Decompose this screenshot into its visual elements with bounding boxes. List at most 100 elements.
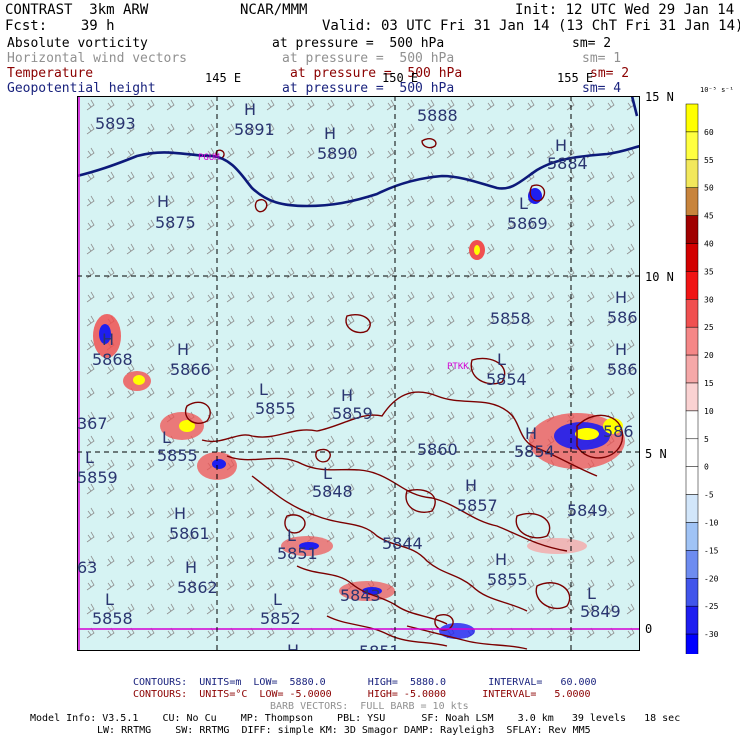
- wind-barb: [486, 195, 495, 207]
- wind-barb: [626, 555, 635, 567]
- wind-barb: [466, 291, 475, 303]
- colorbar-tick-label: 60: [704, 128, 714, 137]
- wind-barb: [226, 171, 235, 183]
- wind-barb: [166, 99, 175, 111]
- wind-barb: [106, 99, 115, 111]
- wind-barb: [446, 291, 455, 303]
- height-value-label: 63: [77, 558, 97, 577]
- wind-barb: [306, 315, 315, 327]
- wind-barb: [386, 171, 395, 183]
- lon-label-145: 145 E: [205, 71, 242, 85]
- wind-barb: [466, 459, 475, 471]
- wind-barb: [126, 243, 135, 255]
- wind-barb: [626, 123, 635, 135]
- wind-barb: [606, 243, 615, 255]
- wind-barb: [466, 435, 475, 447]
- wind-barb: [286, 99, 295, 111]
- wind-barb: [146, 363, 155, 375]
- footer-model-physics: LW: RRTMG SW: RRTMG DIFF: simple KM: 3D …: [97, 725, 591, 736]
- wind-barb: [106, 555, 115, 567]
- wind-barb: [246, 195, 255, 207]
- wind-barb: [86, 411, 95, 423]
- wind-barb: [586, 267, 595, 279]
- wind-barb: [266, 123, 275, 135]
- colorbar-cell: [685, 410, 699, 440]
- field-sm-temperature: sm= 2: [590, 66, 630, 81]
- wind-barb: [206, 579, 215, 591]
- wind-barb: [266, 315, 275, 327]
- wind-barb: [366, 291, 375, 303]
- colorbar-cell: [685, 578, 699, 607]
- wind-barb: [266, 339, 275, 351]
- wind-barb: [446, 507, 455, 519]
- wind-barb: [486, 243, 495, 255]
- wind-barb: [506, 435, 515, 447]
- height-value-label: 5891: [234, 120, 275, 139]
- wind-barb: [526, 291, 535, 303]
- field-sm-height: sm= 4: [582, 81, 622, 96]
- wind-barb: [546, 339, 555, 351]
- wind-barb: [586, 579, 595, 591]
- wind-barb: [386, 507, 395, 519]
- wind-barb: [386, 363, 395, 375]
- wind-barb: [406, 555, 415, 567]
- wind-barb: [266, 219, 275, 231]
- wind-barb: [246, 339, 255, 351]
- wind-barb: [326, 507, 335, 519]
- wind-barb: [566, 555, 575, 567]
- wind-barb: [466, 411, 475, 423]
- wind-barb: [166, 339, 175, 351]
- wind-barb: [126, 507, 135, 519]
- wind-barb: [166, 171, 175, 183]
- wind-barb: [446, 219, 455, 231]
- lon-label-150: 150 E: [382, 71, 419, 85]
- wind-barb: [126, 267, 135, 279]
- wind-barb: [126, 147, 135, 159]
- wind-barb: [366, 243, 375, 255]
- wind-barb: [426, 411, 435, 423]
- wind-barb: [586, 363, 595, 375]
- wind-barb: [146, 483, 155, 495]
- wind-barb: [266, 507, 275, 519]
- wind-barb: [186, 579, 195, 591]
- wind-barb: [526, 339, 535, 351]
- wind-barb: [126, 195, 135, 207]
- wind-barb: [246, 171, 255, 183]
- field-level-wind: at pressure = 500 hPa: [282, 51, 455, 66]
- height-value-label: 5848: [312, 482, 353, 501]
- wind-barb: [506, 339, 515, 351]
- wind-barb: [606, 195, 615, 207]
- wind-barb: [146, 603, 155, 615]
- wind-barb: [266, 291, 275, 303]
- wind-barb: [386, 291, 395, 303]
- wind-barb: [426, 363, 435, 375]
- wind-barb: [566, 195, 575, 207]
- wind-barb: [446, 195, 455, 207]
- wind-barb: [366, 147, 375, 159]
- wind-barb: [586, 483, 595, 495]
- colorbar-tick-label: -25: [704, 602, 719, 611]
- wind-barb: [506, 243, 515, 255]
- wind-barb: [446, 411, 455, 423]
- wind-barb: [406, 531, 415, 543]
- wind-barb: [606, 387, 615, 399]
- wind-barb: [306, 195, 315, 207]
- wind-barb: [146, 411, 155, 423]
- wind-barb: [206, 483, 215, 495]
- wind-barb: [326, 99, 335, 111]
- wind-barb: [386, 339, 395, 351]
- low-marker: L: [273, 590, 282, 609]
- wind-barb: [606, 339, 615, 351]
- wind-barb: [206, 339, 215, 351]
- wind-barb: [206, 291, 215, 303]
- wind-barb: [286, 363, 295, 375]
- wind-barb: [146, 555, 155, 567]
- wind-barb: [606, 483, 615, 495]
- wind-barb: [286, 483, 295, 495]
- wind-barb: [486, 387, 495, 399]
- wind-barb: [446, 387, 455, 399]
- wind-barb: [366, 123, 375, 135]
- wind-barb: [426, 531, 435, 543]
- wind-barb: [286, 387, 295, 399]
- low-marker: L: [587, 584, 596, 603]
